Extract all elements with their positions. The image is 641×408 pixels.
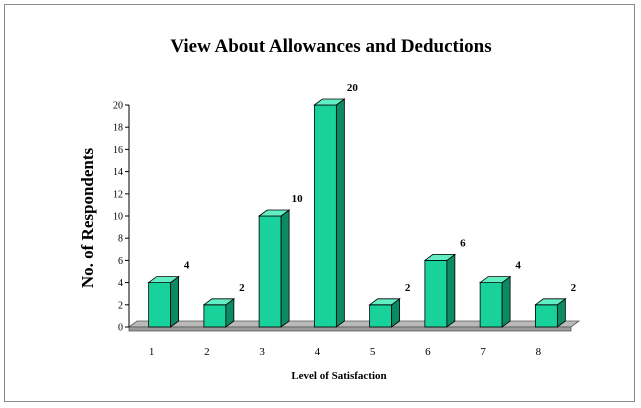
y-tick-label: 8 [118, 234, 123, 245]
x-tick-label: 1 [149, 346, 155, 358]
bars: 4 2 10 20 2 6 4 2 [147, 82, 577, 328]
x-tick-label: 7 [480, 346, 486, 358]
x-tick-label: 4 [315, 346, 321, 358]
bar-top [478, 276, 512, 284]
y-tick-label: 14 [113, 167, 123, 178]
bar-side [170, 275, 180, 328]
y-axis-label: No. of Respondents [78, 147, 97, 288]
bar-top [202, 298, 236, 306]
bar-chart: View About Allowances and Deductions 024… [78, 36, 581, 382]
bar-top [147, 276, 180, 284]
bar-front [203, 304, 227, 328]
data-label: 4 [184, 260, 190, 272]
data-label: 2 [571, 282, 577, 294]
bar-side [446, 253, 456, 328]
bar-top [368, 298, 401, 306]
bar: 2 [368, 282, 411, 328]
x-tick-label: 6 [425, 346, 431, 358]
floor-front [128, 326, 572, 332]
bar: 2 [202, 282, 245, 328]
y-tick-label: 16 [113, 145, 123, 156]
x-axis-ticks: 1 2 3 4 5 6 7 8 [149, 346, 542, 358]
bar: 6 [423, 237, 466, 328]
x-tick-label: 5 [370, 346, 376, 358]
chart-floor [127, 320, 581, 332]
bar-top [257, 209, 291, 217]
bar-front [479, 282, 503, 328]
bar-side [280, 209, 290, 328]
y-tick-label: 4 [118, 278, 123, 289]
y-tick-label: 2 [118, 300, 123, 311]
bar-side [335, 98, 345, 328]
y-tick-label: 12 [113, 189, 123, 200]
x-tick-label: 2 [204, 346, 210, 358]
y-axis: 0 2 4 6 8 10 12 14 16 18 20 [113, 101, 130, 334]
bar-front [148, 282, 172, 328]
data-label: 6 [460, 237, 466, 249]
floor-top [127, 320, 581, 328]
bar: 20 [313, 82, 359, 328]
bar: 4 [478, 260, 521, 328]
data-label: 4 [515, 260, 521, 272]
bar-top [534, 298, 567, 306]
bar-front [258, 215, 282, 328]
y-tick-label: 6 [118, 256, 123, 267]
data-label: 2 [405, 282, 411, 294]
bar-front [369, 304, 393, 328]
data-label: 2 [239, 282, 245, 294]
bar-front [424, 259, 448, 328]
y-tick-label: 0 [118, 323, 123, 334]
y-tick-label: 20 [113, 101, 123, 112]
bar: 10 [257, 193, 304, 328]
data-label: 10 [292, 193, 304, 205]
y-tick-label: 18 [113, 123, 123, 134]
bar-top [313, 98, 346, 106]
chart-title: View About Allowances and Deductions [170, 36, 491, 57]
x-axis-label: Level of Satisfaction [291, 370, 386, 382]
bar-side [501, 275, 511, 328]
x-tick-label: 3 [259, 346, 265, 358]
bar-top [423, 253, 457, 261]
bar-front [313, 104, 337, 328]
bar: 2 [534, 282, 577, 328]
bar: 4 [147, 260, 190, 328]
data-label: 20 [347, 82, 359, 94]
bar-front [534, 304, 558, 328]
x-tick-label: 8 [536, 346, 542, 358]
y-tick-label: 10 [113, 212, 123, 223]
